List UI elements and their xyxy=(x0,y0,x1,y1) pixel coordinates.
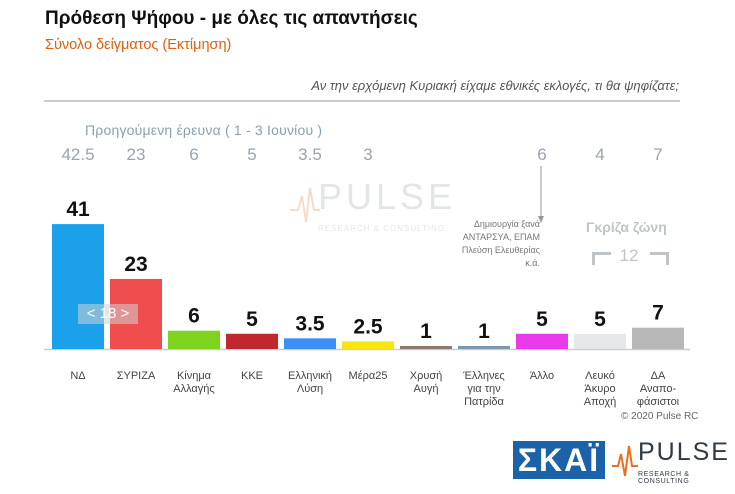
bar-value-label: 5 xyxy=(594,308,606,331)
category-label: Άλλο xyxy=(513,370,571,383)
category-label-line: Αλλαγής xyxy=(173,383,215,395)
bar-value-label: 1 xyxy=(478,320,490,343)
pulse-logo-text: PULSE xyxy=(638,438,730,466)
category-label: Κίνημα Αλλαγής xyxy=(165,370,223,396)
copyright: © 2020 Pulse RC xyxy=(621,411,699,422)
previous-value: 5 xyxy=(247,145,257,164)
previous-value: 6 xyxy=(189,145,199,164)
note-arrow-icon xyxy=(538,166,544,223)
category-label-line: Μέρα25 xyxy=(348,370,388,382)
category-label-line: ΝΔ xyxy=(70,370,86,382)
previous-value: 7 xyxy=(653,145,663,164)
bar-4 xyxy=(284,338,336,349)
bar-2 xyxy=(168,330,220,349)
bar-value-label: 2.5 xyxy=(353,315,383,338)
category-label-line: ΣΥΡΙΖΑ xyxy=(116,370,156,382)
previous-value: 3 xyxy=(363,145,373,164)
category-label-line: Κίνημα xyxy=(176,370,212,382)
category-label: Λευκό Άκυρο Αποχή xyxy=(571,370,629,409)
category-label-line: Αναπο- xyxy=(639,383,677,395)
previous-value: 3.5 xyxy=(298,145,322,164)
survey-question: Αν την ερχόμενη Κυριακή είχαμε εθνικές ε… xyxy=(311,78,679,93)
page-title: Πρόθεση Ψήφου - με όλες τις απαντήσεις xyxy=(45,8,418,29)
category-label-line: Χρυσή xyxy=(409,370,443,382)
bar-value-label: 5 xyxy=(536,308,548,331)
previous-value: 4 xyxy=(595,145,605,164)
category-label: Έλληνες για την Πατρίδα xyxy=(455,370,513,409)
previous-value: 42.5 xyxy=(61,145,95,164)
bar-value-label: 23 xyxy=(124,253,147,276)
bar-value-label: 5 xyxy=(246,308,258,331)
category-label-line: φάσιστοι xyxy=(636,396,680,408)
other-parties-note: Δημιουργία ξανά ΑΝΤΑΡΣΥΑ, ΕΠΑΜ Πλεύση Ελ… xyxy=(461,219,540,268)
category-label: ΚΚΕ xyxy=(223,370,281,383)
bar-value-label: 7 xyxy=(652,302,664,325)
pulse-watermark-icon xyxy=(290,187,320,223)
category-label-line: ΚΚΕ xyxy=(240,370,263,382)
category-label: ΝΔ xyxy=(49,370,107,383)
bar-8 xyxy=(516,333,568,349)
bar-7 xyxy=(458,345,510,349)
divider xyxy=(44,100,680,102)
bar-value-label: 3.5 xyxy=(295,312,325,335)
category-label: ΣΥΡΙΖΑ xyxy=(107,370,165,383)
category-label-line: Λευκό xyxy=(585,370,615,382)
category-label-line: Ελληνική xyxy=(287,370,333,382)
watermark-text: PULSE xyxy=(318,176,457,217)
category-label: Χρυσή Αυγή xyxy=(397,370,455,396)
bar-10 xyxy=(632,327,684,349)
category-label: Ελληνική Λύση xyxy=(281,370,339,396)
gray-zone-bracket-left xyxy=(592,252,611,265)
category-label-line: Άλλο xyxy=(529,370,555,382)
category-label-line: Αποχή xyxy=(583,396,617,408)
skai-logo: ΣΚΑΪ xyxy=(513,441,605,479)
category-label-line: Λύση xyxy=(296,383,324,395)
bar-6 xyxy=(400,345,452,349)
watermark-subtext: RESEARCH & CONSULTING xyxy=(318,224,446,233)
page-subtitle: Σύνολο δείγματος (Εκτίμηση) xyxy=(45,37,232,53)
previous-survey-label: Προηγούμενη έρευνα ( 1 - 3 Ιουνίου ) xyxy=(85,122,323,138)
gray-zone-bracket-right xyxy=(650,252,669,265)
nd-range-badge: < 18 > xyxy=(78,304,138,324)
previous-value: 6 xyxy=(537,145,547,164)
category-label-line: Άκυρο xyxy=(584,383,616,395)
bar-3 xyxy=(226,333,278,349)
bar-value-label: 41 xyxy=(66,198,90,221)
bar-5 xyxy=(342,341,394,349)
bar-0 xyxy=(52,224,104,349)
gray-zone-label: Γκρίζα ζώνη xyxy=(586,219,667,235)
category-label-line: Έλληνες xyxy=(463,370,505,382)
gray-zone-value: 12 xyxy=(619,246,639,265)
category-label-line: για την xyxy=(467,383,501,395)
pulse-logo-subtext: RESEARCH & CONSULTING xyxy=(638,471,690,485)
bar-value-label: 1 xyxy=(420,320,432,343)
category-label-line: ΔΑ xyxy=(650,370,666,382)
bar-value-label: 6 xyxy=(188,305,200,328)
category-label-line: Πατρίδα xyxy=(464,396,504,408)
pulse-logo-icon xyxy=(612,445,638,477)
category-label: Μέρα25 xyxy=(339,370,397,383)
bar-9 xyxy=(574,333,626,349)
skai-logo-text: ΣΚΑΪ xyxy=(517,442,601,478)
previous-value: 23 xyxy=(126,145,146,164)
category-label-line: Αυγή xyxy=(413,383,439,395)
category-label: ΔΑ Αναπο-φάσιστοι xyxy=(629,370,687,409)
